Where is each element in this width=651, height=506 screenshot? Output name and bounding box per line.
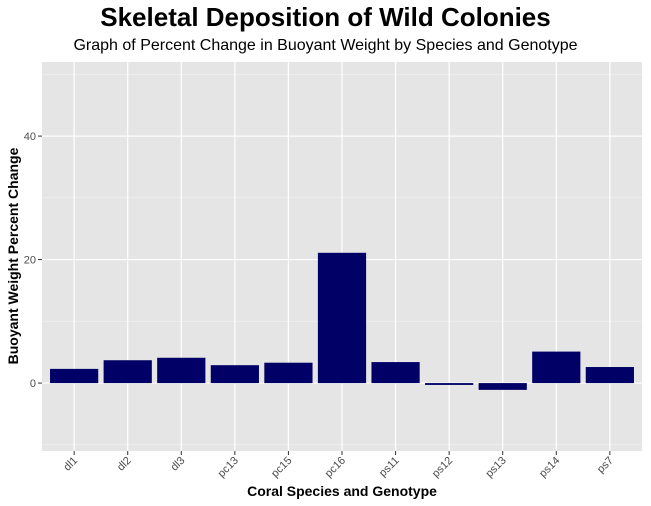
y-tick-label: 20: [24, 255, 36, 267]
bar-dl1: [50, 368, 99, 384]
bar-ps12: [425, 383, 474, 385]
x-tick-label: ps13: [483, 455, 508, 480]
bar-dl3: [157, 357, 206, 384]
bar-ps13: [478, 383, 527, 390]
x-tick-label: ps14: [537, 455, 562, 480]
bars: [50, 252, 634, 390]
bar-ps14: [532, 351, 581, 384]
chart-subtitle: Graph of Percent Change in Buoyant Weigh…: [73, 37, 578, 54]
x-tick-label: pc16: [323, 455, 348, 480]
x-tick-label: dl3: [169, 455, 188, 474]
x-tick-label: dl2: [115, 455, 134, 474]
x-tick-label: ps11: [377, 455, 402, 480]
chart-title: Skeletal Deposition of Wild Colonies: [100, 2, 551, 32]
bar-pc16: [317, 252, 367, 384]
x-axis-title: Coral Species and Genotype: [247, 483, 437, 499]
bar-pc15: [264, 362, 313, 384]
x-tick-label: dl1: [61, 455, 80, 474]
x-tick-label: ps7: [595, 455, 616, 476]
x-tick-label: pc15: [269, 455, 294, 480]
bar-ps7: [585, 367, 634, 384]
x-tick-label: pc13: [216, 455, 241, 480]
y-tick-label: 40: [24, 131, 36, 143]
bar-ps11: [371, 362, 420, 384]
bar-pc13: [210, 365, 259, 384]
x-tick-label: ps12: [430, 455, 455, 480]
bar-dl2: [103, 360, 152, 384]
y-axis-title: Buoyant Weight Percent Change: [5, 147, 21, 364]
y-axis-ticks: 0 20 40: [24, 131, 42, 390]
y-tick-label: 0: [30, 378, 36, 390]
x-axis-ticks: dl1 dl2 dl3 pc13 pc15 pc16 ps11 ps12 ps13 ps14 ps7: [61, 451, 616, 480]
